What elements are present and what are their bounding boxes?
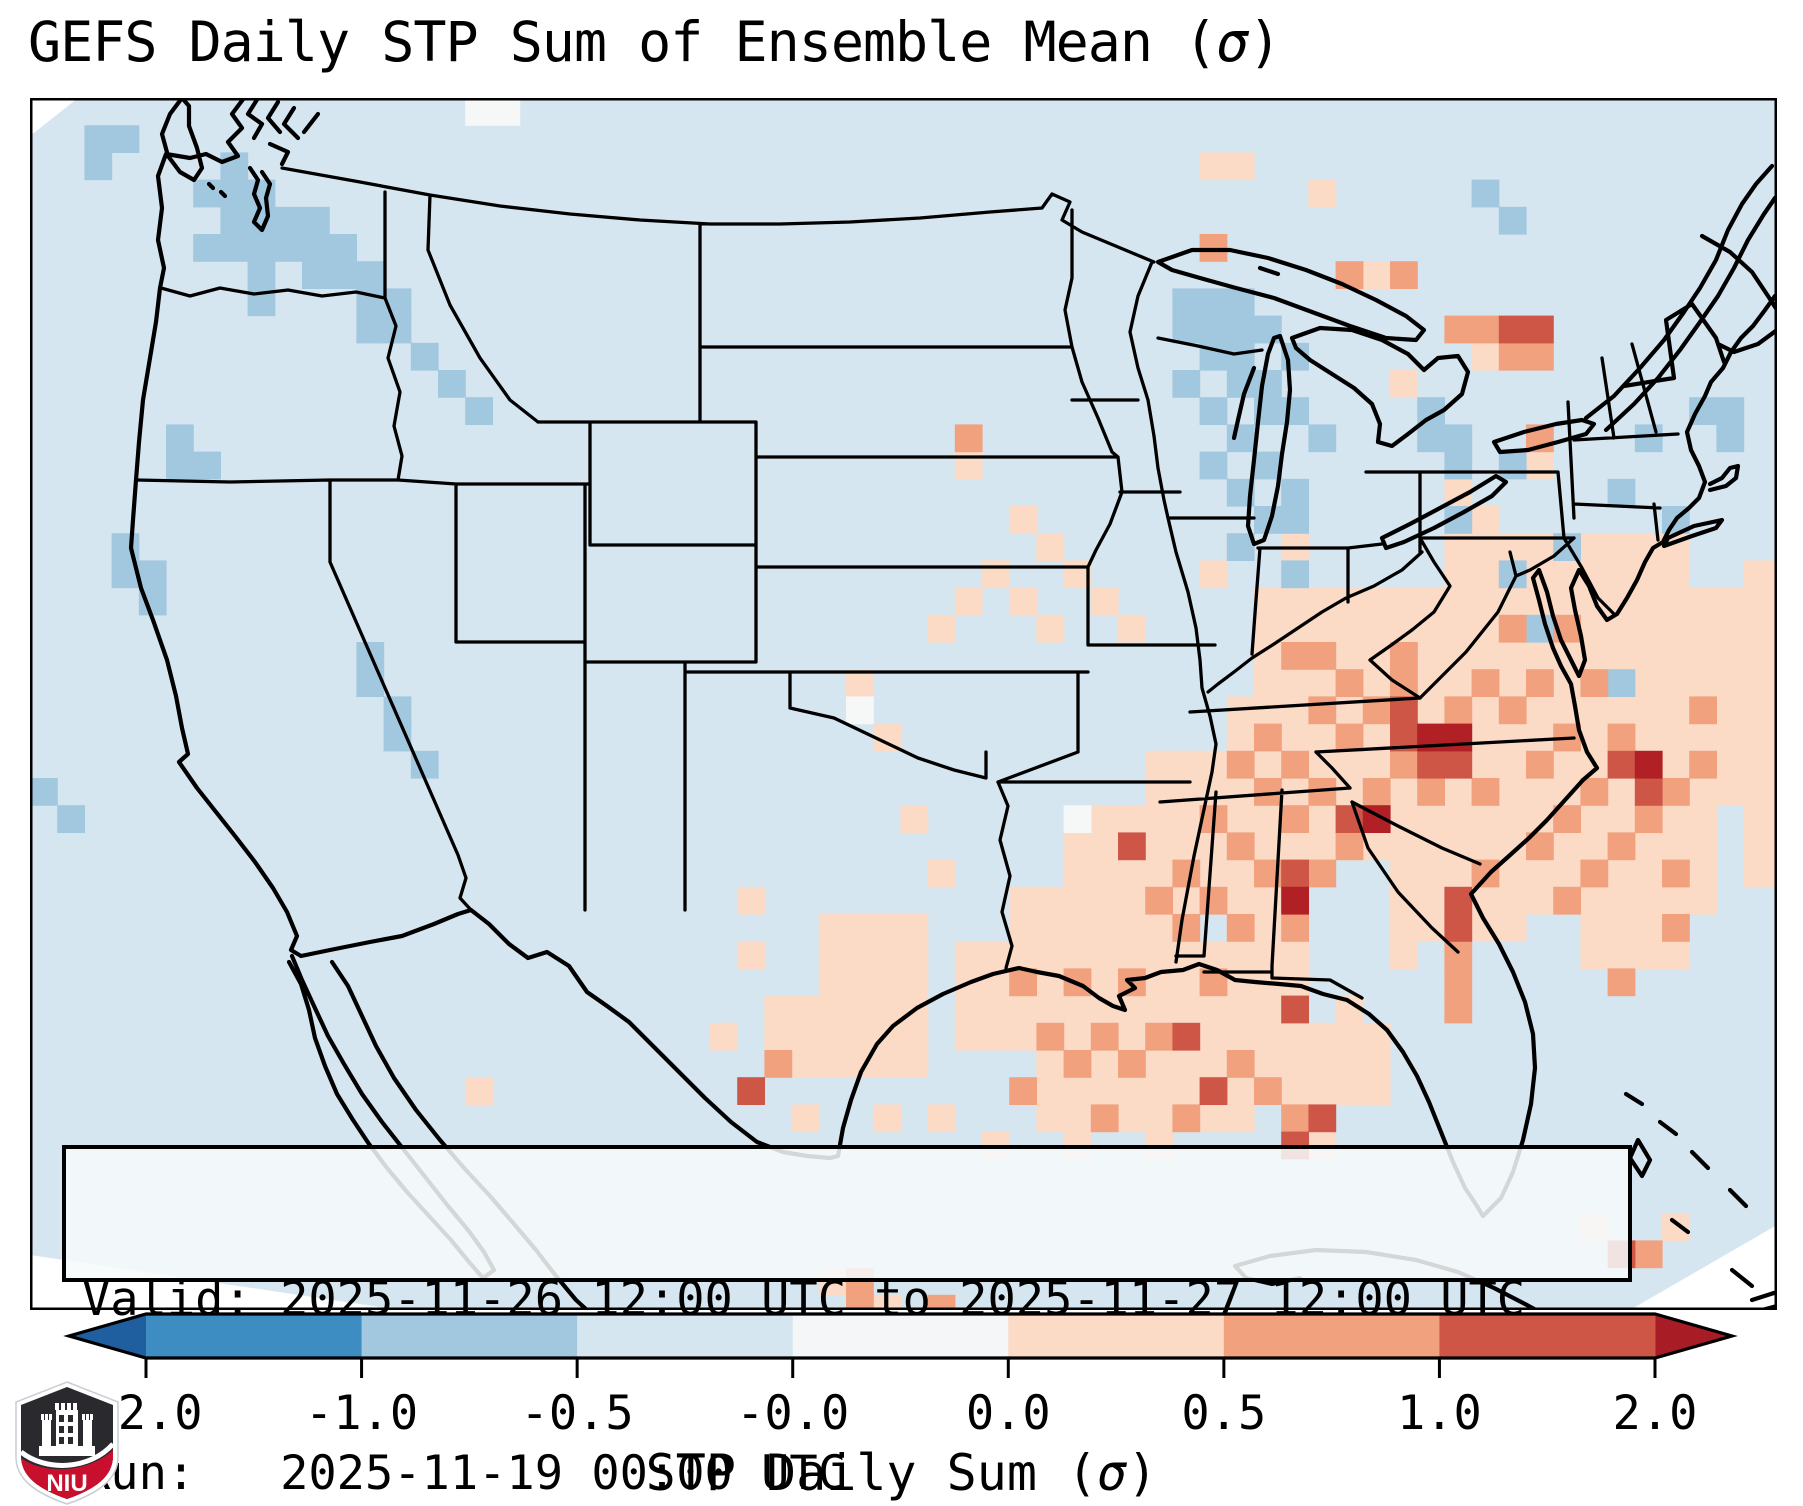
niu-logo-text: NIU bbox=[46, 1470, 87, 1497]
niu-castle-windows bbox=[59, 1415, 73, 1444]
colorbar-tick-labels: -2.0 -1.0 -0.5 -0.0 0.0 0.5 1.0 2.0 bbox=[30, 1386, 1773, 1441]
xlabel-text: STP Daily Sum ( bbox=[645, 1444, 1098, 1502]
coastline-paths bbox=[128, 98, 1777, 1310]
colorbar-tick--0.5: -0.5 bbox=[520, 1386, 634, 1441]
colorbar bbox=[63, 1312, 1738, 1378]
colorbar-tick--1.0: -1.0 bbox=[304, 1386, 419, 1441]
run-value: 2025-11-19 00:00 UTC bbox=[280, 1446, 846, 1501]
niu-logo: NIU bbox=[15, 1381, 119, 1505]
title-text: GEFS Daily STP Sum of Ensemble Mean ( bbox=[28, 10, 1217, 74]
xlabel-suffix: ) bbox=[1127, 1444, 1158, 1502]
valid-run-infobox: Valid: 2025-11-26 12:00 UTC to 2025-11-2… bbox=[62, 1145, 1632, 1501]
colorbar-tick-2.0: 2.0 bbox=[1612, 1386, 1698, 1441]
niu-red-band bbox=[21, 1450, 113, 1499]
colorbar-tick-1.0: 1.0 bbox=[1396, 1386, 1482, 1441]
xlabel-sigma: σ bbox=[1097, 1444, 1128, 1502]
us-stp-map bbox=[30, 98, 1777, 1310]
niu-swoosh bbox=[19, 1442, 115, 1468]
colorbar-tick-0.0: 0.0 bbox=[965, 1386, 1051, 1441]
title-sigma: σ bbox=[1216, 10, 1249, 74]
state-border-paths bbox=[135, 166, 1680, 1000]
colorbar-tick--0.0: -0.0 bbox=[736, 1386, 850, 1441]
title-suffix: ) bbox=[1248, 10, 1281, 74]
colorbar-tick-0.5: 0.5 bbox=[1181, 1386, 1267, 1441]
figure-title: GEFS Daily STP Sum of Ensemble Mean (σ) bbox=[28, 10, 1281, 74]
colorbar-axis-label: STP Daily Sum (σ) bbox=[30, 1444, 1773, 1502]
stp-anomaly-grid-cells bbox=[30, 98, 1777, 1310]
